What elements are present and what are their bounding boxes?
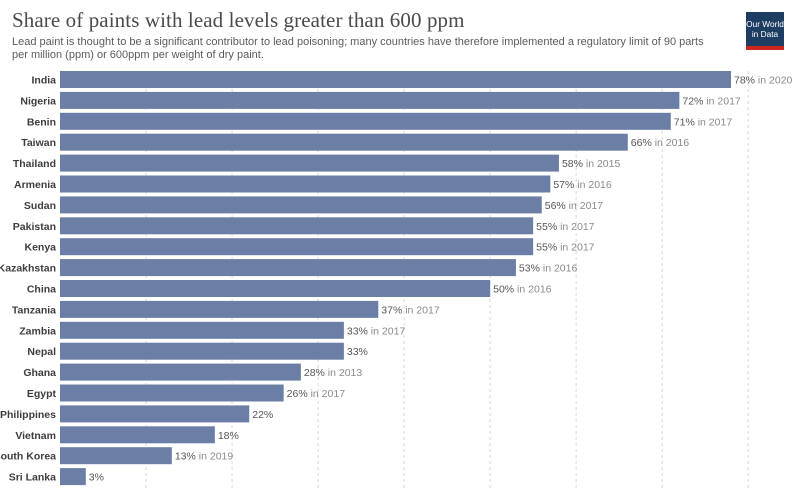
category-label-ghana: Ghana (23, 367, 56, 379)
category-label-kenya: Kenya (24, 242, 56, 254)
value-label-nigeria: 72% in 2017 (682, 95, 741, 107)
category-label-india: India (31, 75, 56, 87)
value-label-india: 78% in 2020 (734, 75, 793, 87)
value-label-nepal: 33% (347, 346, 368, 358)
category-label-pakistan: Pakistan (13, 221, 56, 233)
value-label-philippines: 22% (252, 409, 273, 421)
bar-kazakhstan[interactable] (60, 259, 516, 276)
bar-sudan[interactable] (60, 196, 542, 213)
value-label-sri-lanka: 3% (89, 472, 104, 484)
bar-egypt[interactable] (60, 385, 284, 402)
bar-ghana[interactable] (60, 364, 301, 381)
category-label-china: China (27, 284, 56, 296)
category-label-philippines: Philippines (0, 409, 56, 421)
bar-nigeria[interactable] (60, 92, 679, 109)
bar-sri-lanka[interactable] (60, 468, 86, 485)
bar-kenya[interactable] (60, 238, 533, 255)
bar-india[interactable] (60, 71, 731, 88)
value-label-kazakhstan: 53% in 2016 (519, 263, 578, 275)
value-label-egypt: 26% in 2017 (287, 388, 346, 400)
category-label-south-korea: South Korea (0, 451, 56, 463)
value-label-armenia: 57% in 2016 (553, 179, 612, 191)
bar-south-korea[interactable] (60, 447, 172, 464)
value-label-taiwan: 66% in 2016 (631, 137, 690, 149)
category-label-nepal: Nepal (27, 346, 56, 358)
value-label-pakistan: 55% in 2017 (536, 221, 595, 233)
category-label-vietnam: Vietnam (15, 430, 56, 442)
value-label-kenya: 55% in 2017 (536, 242, 595, 254)
value-label-sudan: 56% in 2017 (545, 200, 604, 212)
category-label-sudan: Sudan (24, 200, 56, 212)
category-label-zambia: Zambia (19, 325, 56, 337)
bar-tanzania[interactable] (60, 301, 378, 318)
value-label-china: 50% in 2016 (493, 284, 552, 296)
bar-vietnam[interactable] (60, 426, 215, 443)
bar-benin[interactable] (60, 113, 671, 130)
bar-zambia[interactable] (60, 322, 344, 339)
category-label-kazakhstan: Kazakhstan (0, 263, 56, 275)
category-label-tanzania: Tanzania (12, 304, 56, 316)
value-label-south-korea: 13% in 2019 (175, 451, 234, 463)
bar-thailand[interactable] (60, 155, 559, 172)
category-label-sri-lanka: Sri Lanka (9, 472, 56, 484)
value-label-zambia: 33% in 2017 (347, 325, 406, 337)
value-label-ghana: 28% in 2013 (304, 367, 363, 379)
category-label-armenia: Armenia (14, 179, 56, 191)
category-label-egypt: Egypt (27, 388, 57, 400)
bar-taiwan[interactable] (60, 134, 628, 151)
bar-armenia[interactable] (60, 176, 550, 193)
category-label-taiwan: Taiwan (21, 137, 56, 149)
value-label-benin: 71% in 2017 (674, 116, 733, 128)
bar-pakistan[interactable] (60, 217, 533, 234)
value-label-vietnam: 18% (218, 430, 239, 442)
category-label-nigeria: Nigeria (20, 95, 56, 107)
value-label-thailand: 58% in 2015 (562, 158, 621, 170)
value-label-tanzania: 37% in 2017 (381, 304, 440, 316)
category-label-benin: Benin (27, 116, 56, 128)
bar-nepal[interactable] (60, 343, 344, 360)
bar-china[interactable] (60, 280, 490, 297)
category-label-thailand: Thailand (13, 158, 56, 170)
bar-philippines[interactable] (60, 405, 249, 422)
